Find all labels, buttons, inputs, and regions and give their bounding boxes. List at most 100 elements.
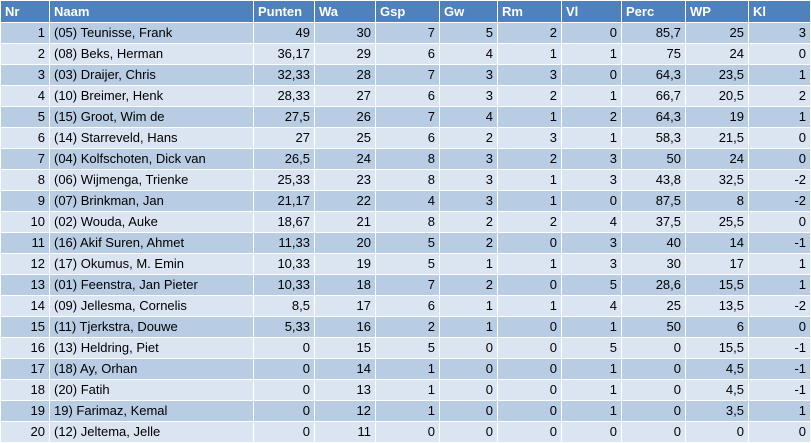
cell-perc: 30 [621,253,686,275]
cell-gsp: 5 [375,253,440,275]
cell-wa: 16 [314,316,376,338]
cell-naam: (05) Teunisse, Frank [49,22,254,44]
cell-rm: 1 [497,253,562,275]
cell-perc: 75 [621,43,686,65]
cell-wa: 19 [314,253,376,275]
column-header-gw: Gw [439,0,498,23]
cell-punten: 0 [253,379,315,401]
cell-naam: (18) Ay, Orhan [49,358,254,380]
cell-nr: 11 [0,232,50,254]
cell-gsp: 1 [375,358,440,380]
cell-kl: 0 [748,43,811,65]
cell-vl: 0 [561,22,622,44]
cell-nr: 4 [0,85,50,107]
cell-wa: 20 [314,232,376,254]
cell-vl: 3 [561,253,622,275]
cell-rm: 3 [497,64,562,86]
column-header-gsp: Gsp [375,0,440,23]
cell-punten: 27 [253,127,315,149]
cell-naam: (01) Feenstra, Jan Pieter [49,274,254,296]
cell-kl: -1 [748,358,811,380]
cell-naam: (11) Tjerkstra, Douwe [49,316,254,338]
cell-punten: 0 [253,337,315,359]
cell-kl: 2 [748,85,811,107]
cell-wp: 0 [685,421,749,443]
cell-wa: 25 [314,127,376,149]
table-row: 12 (17) Okumus, M. Emin 10,33 19 5 1 1 3 30 17 1 [0,253,811,275]
cell-gw: 2 [439,232,498,254]
cell-wa: 15 [314,337,376,359]
cell-punten: 36,17 [253,43,315,65]
cell-gw: 4 [439,43,498,65]
cell-wa: 18 [314,274,376,296]
column-header-vl: Vl [561,0,622,23]
cell-rm: 3 [497,127,562,149]
cell-wa: 21 [314,211,376,233]
cell-vl: 0 [561,64,622,86]
cell-punten: 8,5 [253,295,315,317]
cell-punten: 10,33 [253,274,315,296]
cell-perc: 28,6 [621,274,686,296]
cell-nr: 15 [0,316,50,338]
cell-kl: 0 [748,148,811,170]
cell-rm: 0 [497,379,562,401]
cell-nr: 18 [0,379,50,401]
cell-punten: 25,33 [253,169,315,191]
cell-vl: 1 [561,85,622,107]
cell-kl: 1 [748,64,811,86]
table-row: 13 (01) Feenstra, Jan Pieter 10,33 18 7 2 0 5 28… [0,274,811,296]
cell-gsp: 8 [375,211,440,233]
cell-vl: 4 [561,211,622,233]
cell-gw: 1 [439,253,498,275]
cell-rm: 2 [497,211,562,233]
cell-gsp: 6 [375,295,440,317]
cell-gsp: 6 [375,85,440,107]
cell-kl: -1 [748,232,811,254]
cell-gw: 0 [439,421,498,443]
cell-rm: 2 [497,85,562,107]
cell-wp: 15,5 [685,337,749,359]
cell-gw: 0 [439,400,498,422]
table-row: 15 (11) Tjerkstra, Douwe 5,33 16 2 1 0 1 50 6 0 [0,316,811,338]
cell-vl: 2 [561,106,622,128]
cell-nr: 3 [0,64,50,86]
cell-nr: 20 [0,421,50,443]
cell-vl: 1 [561,43,622,65]
cell-wa: 30 [314,22,376,44]
cell-vl: 1 [561,127,622,149]
column-header-rm: Rm [497,0,562,23]
cell-wa: 13 [314,379,376,401]
cell-gw: 4 [439,106,498,128]
cell-vl: 0 [561,421,622,443]
cell-punten: 32,33 [253,64,315,86]
cell-rm: 0 [497,316,562,338]
cell-naam: (13) Heldring, Piet [49,337,254,359]
cell-punten: 0 [253,358,315,380]
cell-punten: 21,17 [253,190,315,212]
cell-wp: 21,5 [685,127,749,149]
cell-wp: 14 [685,232,749,254]
cell-gw: 2 [439,274,498,296]
cell-gw: 3 [439,148,498,170]
cell-punten: 49 [253,22,315,44]
table-row: 8 (06) Wijmenga, Trienke 25,33 23 8 3 1 3 43,8 32… [0,169,811,191]
cell-perc: 50 [621,316,686,338]
cell-wp: 13,5 [685,295,749,317]
cell-nr: 5 [0,106,50,128]
cell-wa: 27 [314,85,376,107]
cell-gsp: 7 [375,106,440,128]
table-row: 20 (12) Jeltema, Jelle 0 11 0 0 0 0 0 0 0 [0,421,811,443]
cell-wa: 11 [314,421,376,443]
cell-naam: (08) Beks, Herman [49,43,254,65]
cell-kl: -2 [748,169,811,191]
column-header-punten: Punten [253,0,315,23]
table-row: 14 (09) Jellesma, Cornelis 8,5 17 6 1 1 4 25 13,5… [0,295,811,317]
cell-gsp: 6 [375,43,440,65]
cell-vl: 3 [561,169,622,191]
cell-wp: 24 [685,148,749,170]
table-body: 1 (05) Teunisse, Frank 49 30 7 5 2 0 85,7 25 3 2 (08… [0,22,811,443]
table-row: 17 (18) Ay, Orhan 0 14 1 0 0 1 0 4,5 -1 [0,358,811,380]
cell-perc: 0 [621,400,686,422]
cell-perc: 43,8 [621,169,686,191]
cell-perc: 50 [621,148,686,170]
